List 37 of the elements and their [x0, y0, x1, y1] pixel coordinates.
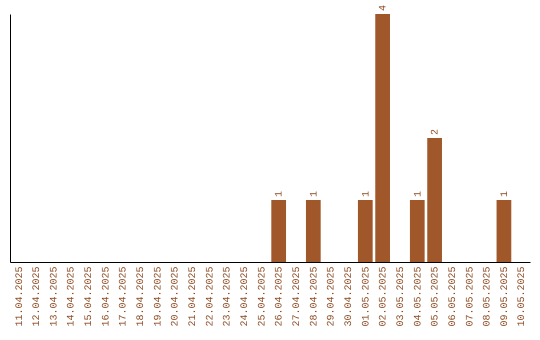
- x-tick-label: 02.05.2025: [378, 266, 390, 327]
- x-tick-label: 15.04.2025: [84, 266, 96, 327]
- x-tick-label: 16.04.2025: [101, 266, 112, 327]
- x-tick-label: 20.04.2025: [170, 266, 182, 327]
- data-label: 4: [378, 4, 390, 11]
- x-tick-label: 07.05.2025: [465, 266, 476, 327]
- x-tick-label: 19.04.2025: [153, 266, 164, 327]
- x-tick-label: 24.04.2025: [240, 266, 252, 327]
- x-tick-label: 12.04.2025: [32, 266, 44, 327]
- x-tick-label: 03.05.2025: [396, 266, 407, 327]
- x-tick-label: 27.04.2025: [292, 266, 303, 327]
- x-tick-label: 23.04.2025: [222, 266, 234, 327]
- x-tick-label: 25.04.2025: [257, 266, 268, 327]
- x-tick-label: 30.04.2025: [344, 266, 355, 327]
- data-label: 2: [430, 128, 442, 135]
- x-tick-label: 18.04.2025: [136, 266, 148, 327]
- x-tick-label: 11.04.2025: [14, 266, 26, 327]
- x-tick-label: 13.04.2025: [49, 266, 60, 327]
- x-tick-label: 17.04.2025: [118, 266, 130, 327]
- data-label: 1: [274, 190, 286, 197]
- x-tick-label: 14.04.2025: [66, 266, 78, 327]
- x-tick-label: 04.05.2025: [413, 266, 424, 327]
- x-tick-label: 28.04.2025: [309, 266, 320, 327]
- data-label: 1: [309, 190, 320, 197]
- x-tick-label: 05.05.2025: [430, 266, 442, 327]
- x-tick-label: 01.05.2025: [361, 266, 372, 327]
- x-tick-label: 26.04.2025: [274, 266, 286, 327]
- x-tick-label: 21.04.2025: [188, 266, 200, 327]
- data-label: 1: [500, 190, 511, 197]
- data-label: 1: [413, 190, 424, 197]
- data-label: 1: [361, 190, 372, 197]
- x-tick-label: 06.05.2025: [448, 266, 459, 327]
- x-tick-label: 08.05.2025: [482, 266, 494, 327]
- x-tick-label: 10.05.2025: [517, 266, 528, 327]
- x-tick-label: 09.05.2025: [500, 266, 511, 327]
- x-tick-label: 22.04.2025: [205, 266, 216, 327]
- x-tick-label: 29.04.2025: [326, 266, 338, 327]
